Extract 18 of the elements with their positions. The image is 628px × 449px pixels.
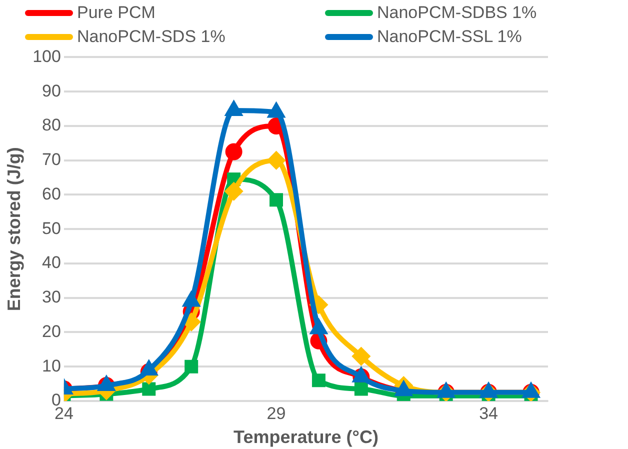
y-tick-label: 30: [42, 288, 61, 307]
y-tick-label: 20: [42, 322, 61, 341]
y-axis-title: Energy stored (J/g): [4, 147, 24, 312]
y-tick-label: 100: [32, 46, 61, 66]
x-tick-label: 29: [266, 404, 286, 423]
y-tick-label: 50: [42, 218, 61, 238]
x-axis-title: Temperature (°C): [234, 427, 378, 448]
y-tick-label: 80: [42, 116, 61, 135]
x-tick-label: 34: [479, 404, 498, 423]
y-tick-label: 10: [42, 356, 61, 376]
legend-label: NanoPCM-SDBS 1%: [377, 3, 537, 23]
y-tick-label: 40: [42, 253, 61, 272]
legend-label: Pure PCM: [77, 3, 156, 23]
y-tick-label: 70: [42, 150, 61, 170]
legend-label: NanoPCM-SSL 1%: [377, 27, 522, 47]
y-tick-label: 90: [42, 81, 61, 100]
legend-label: NanoPCM-SDS 1%: [77, 27, 226, 47]
y-tick-label: 60: [42, 184, 61, 204]
